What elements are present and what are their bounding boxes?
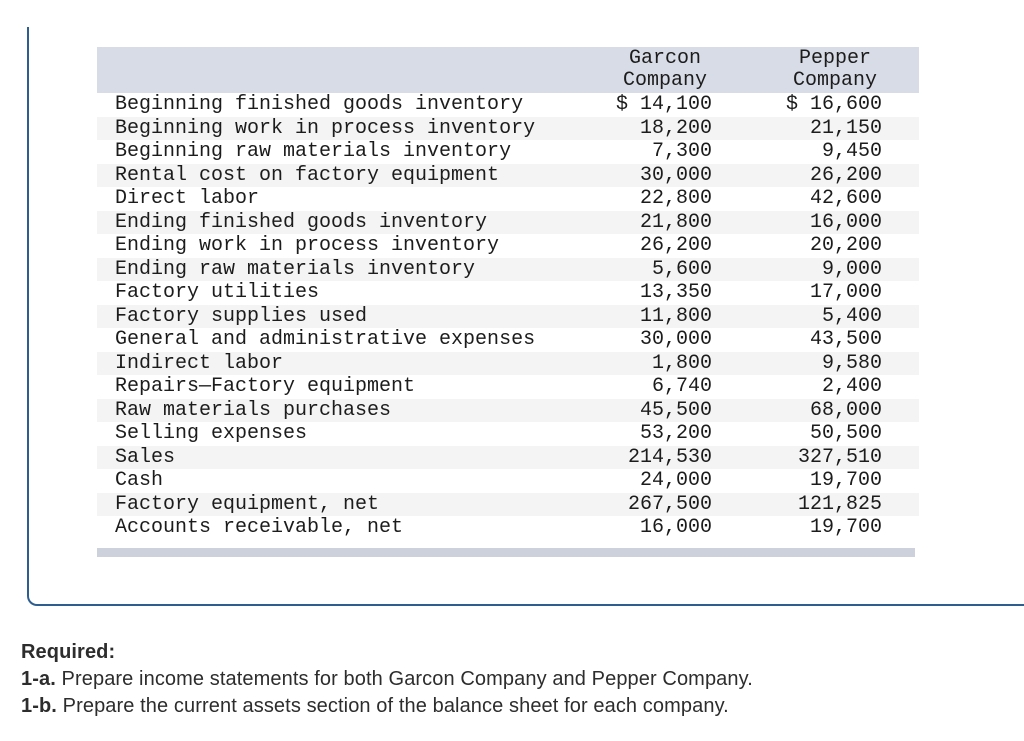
table-row: Ending raw materials inventory 5,600 9,0… [97,257,919,281]
table-end-bar [97,547,915,557]
row-label: Rental cost on factory equipment [115,163,500,187]
pepper-value: 20,200 [809,234,882,258]
pepper-value: 19,700 [809,516,882,540]
garcon-value: 16,000 [639,516,712,540]
garcon-value: 30,000 [639,163,712,187]
table-row: Cash 24,000 19,700 [97,469,919,493]
pepper-value: 2,400 [821,375,882,399]
row-label: Beginning finished goods inventory [115,93,524,117]
garcon-value: 18,200 [639,116,712,140]
row-label: Beginning raw materials inventory [115,140,512,164]
row-label: Ending work in process inventory [115,234,500,258]
row-label: Sales [115,445,176,469]
table-row: Selling expenses 53,200 50,500 [97,422,919,446]
required-item-1b-prefix: 1-b. [21,695,57,717]
company-data-table: Garcon Company Pepper Company Beginning … [97,47,919,557]
garcon-value: 13,350 [639,281,712,305]
pepper-value: $ 16,600 [785,93,882,117]
garcon-value: 24,000 [639,469,712,493]
garcon-value: 22,800 [639,187,712,211]
table-row: Ending work in process inventory 26,200 … [97,234,919,258]
table-row: Factory utilities 13,350 17,000 [97,281,919,305]
table-row: Factory supplies used 11,800 5,400 [97,304,919,328]
pepper-value: 17,000 [809,281,882,305]
required-heading: Required: [21,641,116,663]
table-row: Rental cost on factory equipment 30,000 … [97,163,919,187]
row-label: Selling expenses [115,422,308,446]
required-item-1a: 1-a. Prepare income statements for both … [21,666,753,693]
table-row: Direct labor 22,800 42,600 [97,187,919,211]
row-label: Ending raw materials inventory [115,257,476,281]
column-header-pepper: Pepper Company [770,48,882,92]
garcon-value: 21,800 [639,210,712,234]
table-row: Accounts receivable, net 16,000 19,700 [97,516,919,540]
garcon-value: 267,500 [627,492,712,516]
row-label: Repairs—Factory equipment [115,375,416,399]
pepper-value: 121,825 [797,492,882,516]
pepper-value: 26,200 [809,163,882,187]
row-label: Factory supplies used [115,304,368,328]
table-row: Factory equipment, net 267,500 121,825 [97,492,919,516]
pepper-value: 9,000 [821,257,882,281]
garcon-value: 11,800 [639,304,712,328]
table-row: Repairs—Factory equipment 6,740 2,400 [97,375,919,399]
pepper-value: 327,510 [797,445,882,469]
table-row: Raw materials purchases 45,500 68,000 [97,398,919,422]
garcon-value: 214,530 [627,445,712,469]
required-section: Required: 1-a. Prepare income statements… [21,639,753,720]
garcon-header-line1: Garcon [628,47,701,70]
row-label: Direct labor [115,187,260,211]
pepper-value: 9,450 [821,140,882,164]
garcon-value: 53,200 [639,422,712,446]
required-item-1b: 1-b. Prepare the current assets section … [21,693,753,720]
table-row: Ending finished goods inventory 21,800 1… [97,210,919,234]
pepper-value: 9,580 [821,351,882,375]
garcon-value: 30,000 [639,328,712,352]
garcon-value: 45,500 [639,398,712,422]
pepper-header-line2: Company [792,69,877,92]
garcon-value: 7,300 [651,140,712,164]
table-body: Beginning finished goods inventory $ 14,… [97,93,919,540]
garcon-value: $ 14,100 [615,93,712,117]
table-row: Beginning raw materials inventory 7,300 … [97,140,919,164]
pepper-value: 5,400 [821,304,882,328]
pepper-value: 21,150 [809,116,882,140]
table-header-row: Garcon Company Pepper Company [97,47,919,93]
pepper-value: 19,700 [809,469,882,493]
row-label: Indirect labor [115,351,284,375]
pepper-value: 43,500 [809,328,882,352]
garcon-value: 1,800 [651,351,712,375]
column-header-garcon: Garcon Company [600,48,712,92]
required-item-1b-text: Prepare the current assets section of th… [62,695,729,717]
pepper-value: 68,000 [809,398,882,422]
row-label: Cash [115,469,164,493]
row-label: Beginning work in process inventory [115,116,536,140]
garcon-header-line2: Company [622,69,707,92]
pepper-value: 42,600 [809,187,882,211]
garcon-value: 26,200 [639,234,712,258]
row-label: Factory utilities [115,281,320,305]
row-label: General and administrative expenses [115,328,536,352]
pepper-value: 50,500 [809,422,882,446]
table-row: Beginning work in process inventory 18,2… [97,116,919,140]
table-row: Indirect labor 1,800 9,580 [97,351,919,375]
required-item-1a-text: Prepare income statements for both Garco… [61,668,753,690]
row-label: Accounts receivable, net [115,516,404,540]
table-row: Sales 214,530 327,510 [97,445,919,469]
garcon-value: 5,600 [651,257,712,281]
problem-panel: Garcon Company Pepper Company Beginning … [27,27,1024,606]
table-row: General and administrative expenses 30,0… [97,328,919,352]
row-label: Ending finished goods inventory [115,210,488,234]
required-item-1a-prefix: 1-a. [21,668,56,690]
row-label: Raw materials purchases [115,398,392,422]
pepper-value: 16,000 [809,210,882,234]
garcon-value: 6,740 [651,375,712,399]
row-label: Factory equipment, net [115,492,380,516]
pepper-header-line1: Pepper [798,47,871,70]
table-row: Beginning finished goods inventory $ 14,… [97,93,919,117]
